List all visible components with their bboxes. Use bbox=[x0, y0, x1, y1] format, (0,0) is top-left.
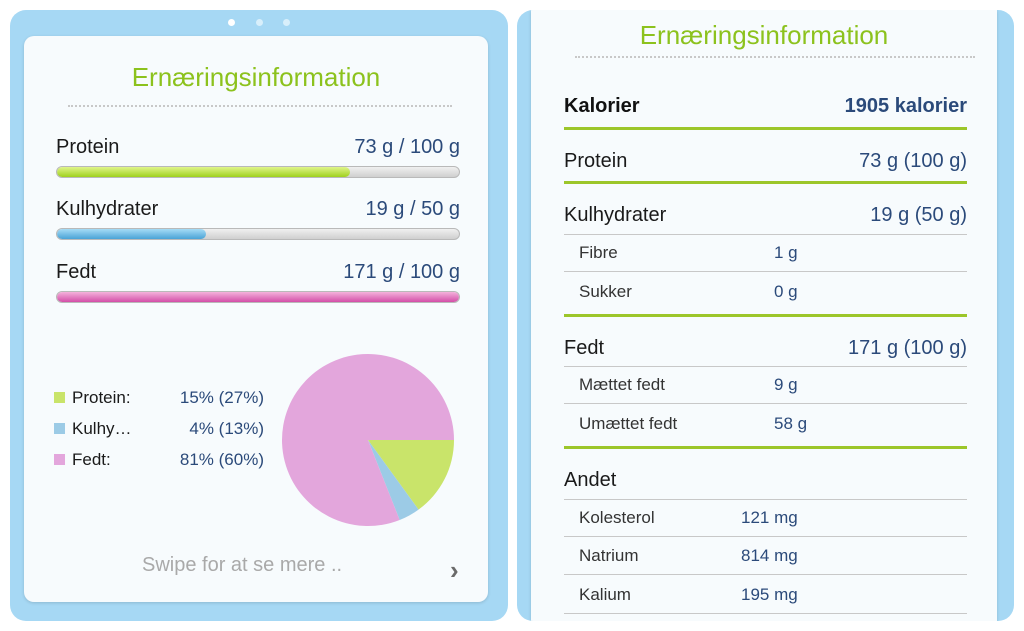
fat-progress-fill bbox=[57, 292, 459, 302]
potassium-label: Kalium bbox=[579, 585, 631, 604]
sodium-label: Natrium bbox=[579, 546, 639, 565]
fat-label: Fedt bbox=[56, 261, 97, 283]
fat-label: Fedt bbox=[564, 337, 605, 359]
legend-name: Fedt: bbox=[72, 450, 111, 469]
unsaturated-fat-label: Umættet fedt bbox=[579, 414, 678, 433]
fat-progress-track bbox=[56, 291, 460, 303]
legend-name: Kulhy… bbox=[72, 419, 132, 438]
sugar-label: Sukker bbox=[579, 282, 632, 301]
saturated-fat-label: Mættet fedt bbox=[579, 375, 665, 394]
legend-swatch bbox=[54, 454, 65, 465]
divider bbox=[564, 234, 967, 235]
unsaturated-fat-value: 58 g bbox=[774, 414, 808, 433]
details-page[interactable]: Ernæringsinformation Kalorier 1905 kalor… bbox=[517, 10, 1014, 621]
calories-value: 1905 kalorier bbox=[844, 95, 967, 117]
other-label: Andet bbox=[564, 469, 617, 491]
legend-item-protein: Protein: 15% (27%) bbox=[54, 388, 264, 419]
pie-slice-kulhydrater bbox=[368, 440, 419, 520]
divider bbox=[564, 574, 967, 575]
carbs-value: 19 g (50 g) bbox=[870, 204, 967, 226]
pie-legend: Protein: 15% (27%) Kulhy… 4% (13%) Fedt:… bbox=[54, 388, 264, 481]
nutrition-summary-card: Ernæringsinformation Protein 73 g / 100 … bbox=[24, 36, 488, 602]
fat-value: 171 g (100 g) bbox=[848, 337, 967, 359]
protein-value: 73 g (100 g) bbox=[859, 150, 967, 172]
pie-slice-protein bbox=[368, 440, 454, 510]
protein-progress-track bbox=[56, 166, 460, 178]
carbs-progress-fill bbox=[57, 229, 206, 239]
macro-pie-chart bbox=[282, 354, 454, 526]
divider bbox=[564, 446, 967, 449]
carbs-label: Kulhydrater bbox=[56, 198, 159, 220]
divider bbox=[564, 499, 967, 500]
carbs-progress-track bbox=[56, 228, 460, 240]
swipe-hint: Swipe for at se mere .. bbox=[142, 554, 343, 576]
legend-value: 4% (13%) bbox=[189, 419, 264, 438]
cholesterol-value: 121 mg bbox=[741, 508, 798, 527]
card-title: Ernæringsinformation bbox=[131, 62, 381, 92]
calories-label: Kalorier bbox=[564, 95, 640, 117]
saturated-fat-value: 9 g bbox=[774, 375, 798, 394]
cholesterol-label: Kolesterol bbox=[579, 508, 655, 527]
divider bbox=[564, 366, 967, 367]
summary-page[interactable]: Ernæringsinformation Protein 73 g / 100 … bbox=[10, 10, 508, 621]
chevron-right-icon[interactable]: › bbox=[450, 555, 459, 585]
sodium-value: 814 mg bbox=[741, 546, 798, 565]
nutrition-details-card: Ernæringsinformation Kalorier 1905 kalor… bbox=[531, 10, 997, 621]
divider bbox=[564, 127, 967, 130]
divider bbox=[564, 271, 967, 272]
protein-label: Protein bbox=[56, 136, 120, 158]
divider bbox=[564, 403, 967, 404]
page-dot-3[interactable] bbox=[282, 19, 290, 26]
legend-item-carbs: Kulhy… 4% (13%) bbox=[54, 419, 264, 450]
protein-label: Protein bbox=[564, 150, 628, 172]
page-dot-2[interactable] bbox=[255, 19, 263, 26]
legend-value: 81% (60%) bbox=[179, 450, 264, 469]
fibre-value: 1 g bbox=[774, 243, 798, 262]
page-indicator[interactable] bbox=[10, 13, 508, 26]
page-dot-1[interactable] bbox=[228, 19, 236, 26]
sugar-value: 0 g bbox=[774, 282, 798, 301]
legend-name: Protein: bbox=[72, 388, 131, 407]
carbs-value: 19 g / 50 g bbox=[365, 198, 460, 220]
legend-swatch bbox=[54, 423, 65, 434]
divider bbox=[564, 181, 967, 184]
pie-slice-fedt bbox=[282, 354, 454, 526]
divider bbox=[564, 314, 967, 317]
carbs-label: Kulhydrater bbox=[564, 204, 667, 226]
protein-value: 73 g / 100 g bbox=[354, 136, 460, 158]
legend-value: 15% (27%) bbox=[179, 388, 264, 407]
divider bbox=[564, 536, 967, 537]
legend-swatch bbox=[54, 392, 65, 403]
fat-value: 171 g / 100 g bbox=[343, 261, 460, 283]
card-title: Ernæringsinformation bbox=[639, 20, 889, 50]
divider bbox=[564, 613, 967, 614]
title-divider bbox=[68, 105, 452, 107]
legend-item-fat: Fedt: 81% (60%) bbox=[54, 450, 264, 481]
potassium-value: 195 mg bbox=[741, 585, 798, 604]
title-divider bbox=[575, 56, 975, 58]
fibre-label: Fibre bbox=[579, 243, 618, 262]
protein-progress-fill bbox=[57, 167, 351, 177]
